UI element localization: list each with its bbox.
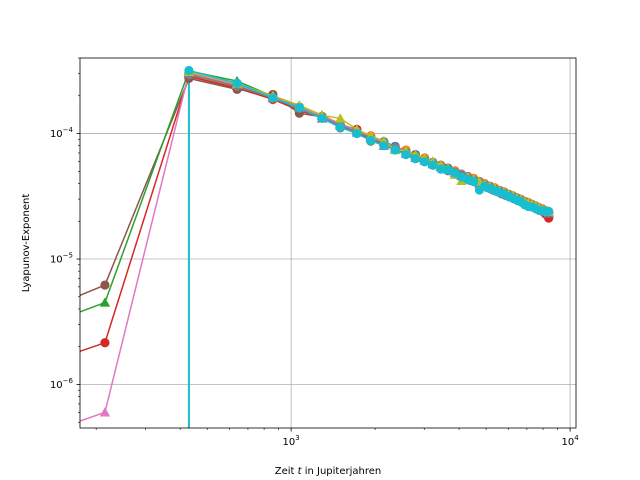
series-line [80, 284, 106, 297]
data-point [390, 145, 400, 155]
y-tick-label: 10−5 [50, 252, 73, 266]
early-series [80, 76, 190, 353]
data-point [335, 122, 345, 132]
plot-frame [79, 57, 577, 429]
y-tick-label: 10−6 [50, 377, 74, 391]
data-point [410, 154, 421, 164]
data-point [100, 280, 110, 290]
data-series [184, 65, 554, 216]
early-series [80, 72, 190, 422]
data-point [294, 103, 304, 113]
series-line [104, 70, 190, 303]
data-point [469, 176, 479, 187]
data-point [428, 160, 438, 170]
series-line [80, 342, 106, 353]
x-tick-label: 104 [561, 434, 579, 448]
data-layer [80, 65, 554, 428]
early-series [80, 70, 190, 313]
series-line [80, 411, 106, 422]
data-point [268, 93, 278, 103]
plot-area [80, 58, 576, 428]
x-axis-label: Zeit t in Jupiterjahren [275, 466, 382, 477]
series-line [104, 72, 190, 413]
data-point [366, 135, 376, 146]
data-point [401, 149, 411, 160]
data-point [99, 407, 111, 417]
x-axis-variable: t [298, 466, 303, 477]
data-point [100, 338, 110, 348]
data-point [443, 165, 453, 175]
data-point [317, 113, 327, 124]
data-point [379, 141, 389, 151]
grid [80, 58, 576, 428]
early-series [80, 78, 190, 297]
data-point [232, 78, 242, 88]
data-point [99, 297, 111, 307]
tick-layer: 103 104 10−6 10−5 10−4 [50, 126, 579, 448]
data-point [335, 113, 346, 123]
series-line [104, 76, 190, 344]
data-point [436, 164, 446, 174]
y-axis-label: Lyapunov-Exponent [21, 194, 32, 293]
series-line [104, 78, 190, 286]
series-line [80, 301, 106, 313]
data-point [352, 128, 362, 139]
y-tick-label: 10−4 [50, 126, 74, 140]
data-point [544, 206, 554, 216]
x-tick-label: 103 [283, 434, 300, 448]
data-point [420, 157, 430, 167]
data-point [184, 65, 194, 76]
